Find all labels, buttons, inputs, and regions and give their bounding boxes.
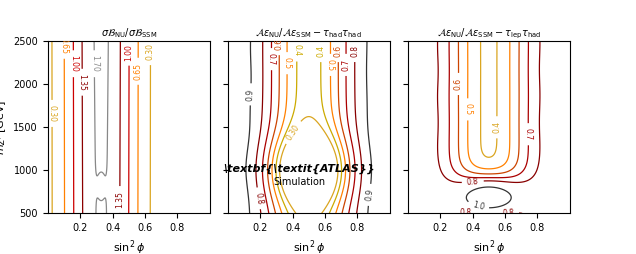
Text: 0.5: 0.5 bbox=[463, 103, 473, 116]
Text: 0.30: 0.30 bbox=[146, 43, 155, 60]
Text: 1.70: 1.70 bbox=[90, 55, 99, 72]
X-axis label: $\sin^2\phi$: $\sin^2\phi$ bbox=[113, 239, 145, 254]
Text: 0.7: 0.7 bbox=[342, 59, 350, 71]
Text: 1.35: 1.35 bbox=[115, 191, 125, 208]
Text: 0.8: 0.8 bbox=[466, 177, 479, 187]
Text: 0.65: 0.65 bbox=[134, 63, 142, 80]
Text: 1.0: 1.0 bbox=[471, 201, 485, 212]
Text: 1.35: 1.35 bbox=[78, 74, 86, 91]
Text: 0.6: 0.6 bbox=[334, 45, 343, 57]
Text: 0.8: 0.8 bbox=[459, 208, 471, 218]
Text: 0.4: 0.4 bbox=[316, 45, 325, 57]
Text: 0.9: 0.9 bbox=[364, 188, 375, 201]
Text: 0.7: 0.7 bbox=[267, 53, 276, 65]
Title: $\sigma\mathcal{B}_{\mathrm{NU}}/\sigma\mathcal{B}_{\mathrm{SSM}}$: $\sigma\mathcal{B}_{\mathrm{NU}}/\sigma\… bbox=[100, 26, 157, 40]
Text: 0.8: 0.8 bbox=[350, 45, 359, 57]
Text: 1.00: 1.00 bbox=[69, 55, 78, 72]
Text: \textbf{\textit{ATLAS}}: \textbf{\textit{ATLAS}} bbox=[223, 163, 375, 173]
Text: 0.4: 0.4 bbox=[293, 44, 301, 57]
X-axis label: $\sin^2\phi$: $\sin^2\phi$ bbox=[293, 239, 325, 254]
X-axis label: $\sin^2\phi$: $\sin^2\phi$ bbox=[473, 239, 505, 254]
Y-axis label: $m_{Z^\prime}$ [GeV]: $m_{Z^\prime}$ [GeV] bbox=[0, 100, 8, 154]
Text: 0.4: 0.4 bbox=[492, 121, 501, 133]
Title: $\mathcal{A}\varepsilon_{\mathrm{NU}}/\mathcal{A}\varepsilon_{\mathrm{SSM}} - \t: $\mathcal{A}\varepsilon_{\mathrm{NU}}/\m… bbox=[256, 26, 362, 40]
Text: 0.30: 0.30 bbox=[284, 122, 301, 142]
Text: 0.9: 0.9 bbox=[246, 88, 256, 101]
Text: 0.7: 0.7 bbox=[524, 128, 533, 140]
Text: 0.8: 0.8 bbox=[253, 192, 264, 205]
Text: 1.00: 1.00 bbox=[125, 44, 134, 61]
Text: 0.8: 0.8 bbox=[502, 208, 515, 218]
Text: 0.65: 0.65 bbox=[60, 37, 69, 54]
Text: 0.30: 0.30 bbox=[48, 105, 57, 122]
Text: 0.5: 0.5 bbox=[282, 57, 291, 69]
Text: 0.6: 0.6 bbox=[275, 38, 284, 50]
Text: 0.5: 0.5 bbox=[326, 59, 335, 71]
Text: 0.6: 0.6 bbox=[454, 78, 463, 90]
Text: Simulation: Simulation bbox=[273, 177, 325, 187]
Title: $\mathcal{A}\varepsilon_{\mathrm{NU}}/\mathcal{A}\varepsilon_{\mathrm{SSM}} - \t: $\mathcal{A}\varepsilon_{\mathrm{NU}}/\m… bbox=[437, 26, 541, 41]
